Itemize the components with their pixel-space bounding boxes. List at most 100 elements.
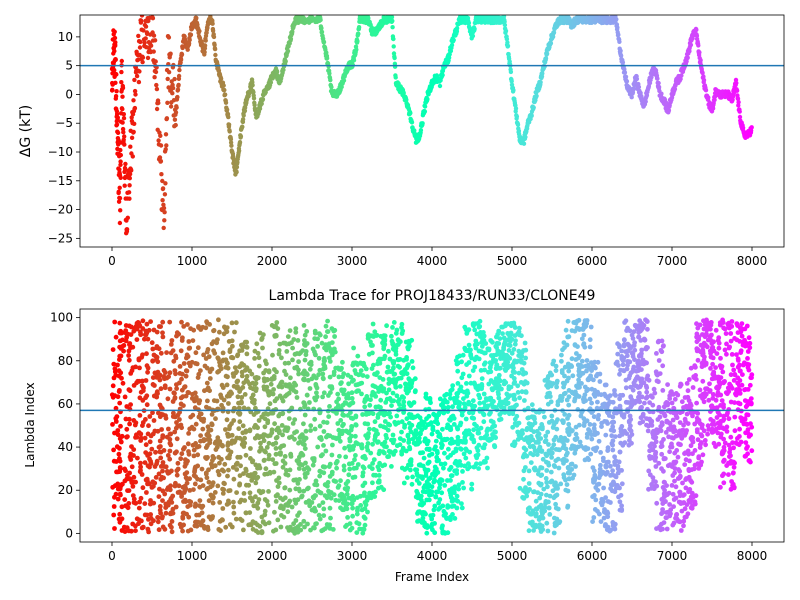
delta-g-point xyxy=(187,37,192,43)
lambda-point xyxy=(307,503,313,509)
lambda-point xyxy=(188,499,194,505)
lambda-point xyxy=(376,473,382,478)
lambda-point xyxy=(273,446,279,451)
lambda-point xyxy=(313,521,318,527)
delta-g-point xyxy=(127,183,132,188)
delta-g-point xyxy=(550,34,556,39)
lambda-point xyxy=(298,522,303,527)
lambda-point xyxy=(187,345,193,351)
delta-g-point xyxy=(319,29,325,35)
lambda-point xyxy=(437,434,443,440)
lambda-point xyxy=(478,461,483,467)
lambda-point xyxy=(200,426,206,432)
lambda-point xyxy=(429,492,434,497)
lambda-point xyxy=(360,412,365,417)
lambda-point xyxy=(418,450,423,456)
lambda-point xyxy=(244,345,250,350)
delta-g-x-tick-label: 7000 xyxy=(657,254,688,268)
delta-g-y-tick-label: −15 xyxy=(48,174,73,188)
delta-g-point xyxy=(211,34,217,40)
lambda-point xyxy=(399,465,405,471)
lambda-point xyxy=(455,426,461,432)
lambda-point xyxy=(370,480,375,486)
delta-g-point xyxy=(222,87,227,93)
lambda-point xyxy=(145,336,151,342)
lambda-point xyxy=(321,362,327,367)
lambda-point xyxy=(475,452,481,458)
lambda-point xyxy=(158,449,164,455)
lambda-point xyxy=(448,473,454,479)
lambda-point xyxy=(270,457,276,462)
delta-g-point xyxy=(688,42,694,48)
lambda-point xyxy=(452,516,458,521)
delta-g-point xyxy=(321,39,327,45)
lambda-point xyxy=(384,390,389,396)
delta-g-point xyxy=(408,110,413,116)
lambda-point xyxy=(294,429,299,434)
lambda-point xyxy=(150,382,156,387)
lambda-point xyxy=(246,522,252,528)
lambda-point xyxy=(432,473,438,479)
lambda-point xyxy=(212,463,218,469)
lambda-point xyxy=(477,318,483,324)
lambda-point xyxy=(254,341,260,347)
lambda-point xyxy=(329,469,335,475)
lambda-point xyxy=(244,351,250,357)
lambda-point xyxy=(229,355,235,360)
lambda-point xyxy=(140,388,146,394)
lambda-point xyxy=(253,386,259,392)
delta-g-point xyxy=(194,15,199,21)
lambda-point xyxy=(398,339,403,345)
lambda-point xyxy=(154,391,160,397)
lambda-point xyxy=(400,328,406,334)
lambda-point xyxy=(365,509,370,515)
lambda-point xyxy=(292,380,297,386)
lambda-point xyxy=(182,445,187,450)
lambda-point xyxy=(197,498,203,503)
lambda-point xyxy=(160,498,165,503)
lambda-point xyxy=(185,322,190,327)
lambda-point xyxy=(347,466,353,472)
lambda-point xyxy=(317,332,323,338)
lambda-point xyxy=(434,466,439,472)
lambda-point xyxy=(198,368,203,373)
lambda-point xyxy=(377,360,383,366)
lambda-point xyxy=(288,452,293,458)
lambda-point xyxy=(195,452,201,458)
delta-g-point xyxy=(409,120,415,125)
delta-g-point xyxy=(356,31,361,36)
lambda-point xyxy=(366,495,372,501)
lambda-point xyxy=(174,449,179,455)
lambda-point xyxy=(220,350,226,356)
lambda-point xyxy=(287,435,292,440)
lambda-point xyxy=(160,330,165,336)
lambda-point xyxy=(113,419,119,424)
lambda-point xyxy=(472,464,478,470)
lambda-point xyxy=(397,357,403,362)
lambda-point xyxy=(160,488,166,494)
lambda-point xyxy=(272,334,278,339)
lambda-point xyxy=(423,407,429,412)
lambda-point xyxy=(462,324,468,330)
lambda-point xyxy=(312,416,318,422)
lambda-point xyxy=(417,424,422,430)
lambda-point xyxy=(375,431,380,437)
lambda-point xyxy=(482,442,488,447)
lambda-point xyxy=(296,486,302,492)
lambda-point xyxy=(264,498,270,504)
lambda-point xyxy=(216,317,221,323)
delta-g-point xyxy=(148,43,154,48)
lambda-point xyxy=(381,356,387,362)
lambda-point xyxy=(179,376,184,382)
lambda-point xyxy=(270,410,276,416)
lambda-point xyxy=(435,421,441,427)
lambda-point xyxy=(229,432,235,438)
lambda-point xyxy=(462,435,468,440)
lambda-point xyxy=(117,486,123,492)
lambda-point xyxy=(407,413,413,419)
delta-g-point xyxy=(251,90,256,95)
lambda-point xyxy=(260,345,265,351)
lambda-point xyxy=(131,500,137,505)
lambda-point xyxy=(469,481,475,487)
delta-g-point xyxy=(158,159,164,164)
